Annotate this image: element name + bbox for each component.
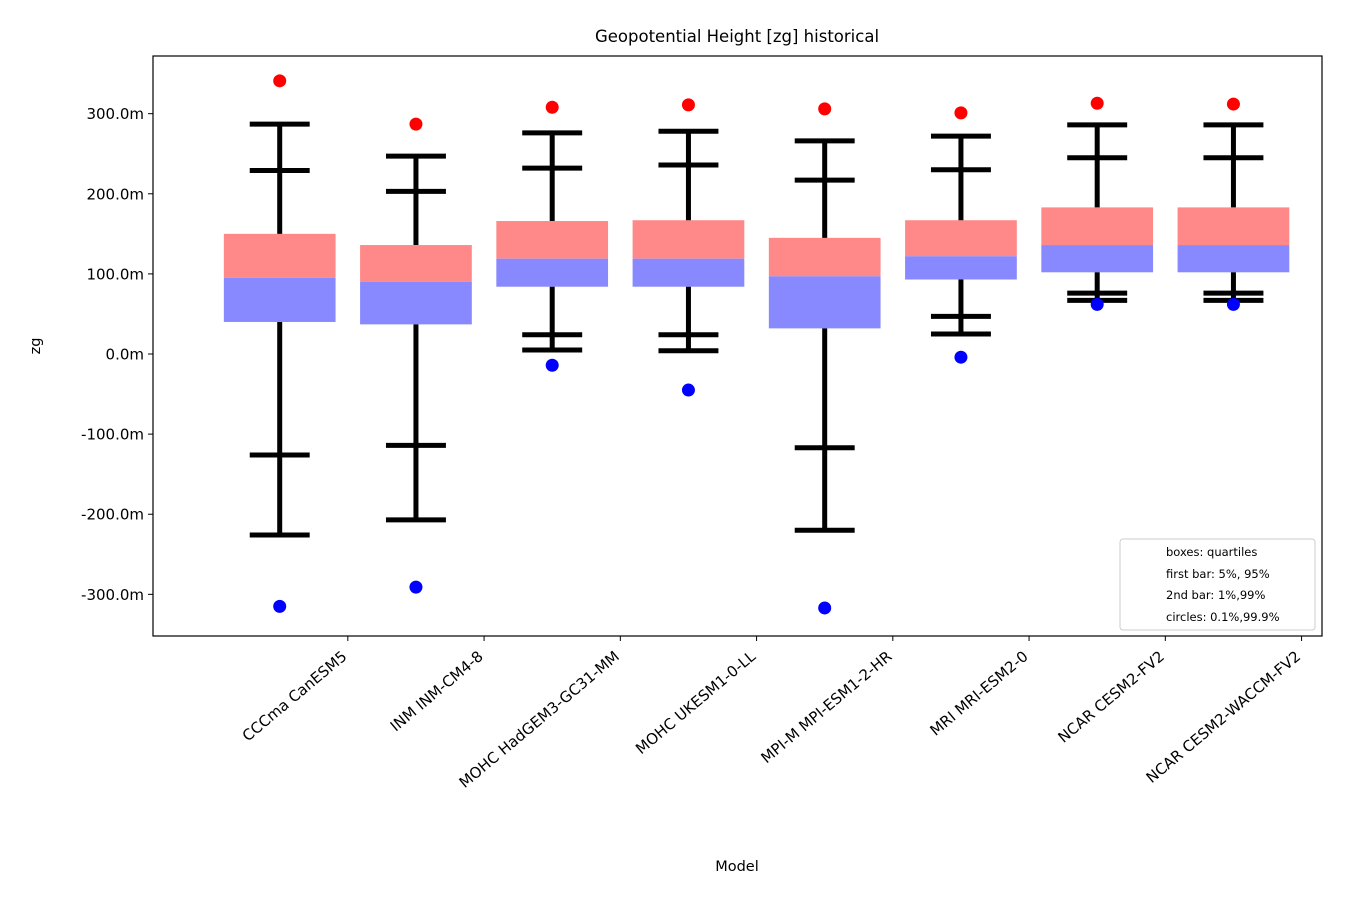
0-1-percentile-point — [273, 599, 287, 613]
99-9-percentile-point — [409, 117, 423, 131]
99-9-percentile-point — [273, 74, 287, 88]
x-tick-label: MOHC UKESM1-0-LL — [632, 647, 759, 758]
model-box-group — [1177, 97, 1290, 311]
0-1-percentile-point — [1226, 297, 1240, 311]
lower-quartile-box — [496, 258, 609, 287]
x-tick-label: MOHC HadGEM3-GC31-MM — [456, 647, 623, 791]
legend-entry: first bar: 5%, 95% — [1166, 567, 1270, 581]
99-9-percentile-point — [818, 102, 832, 116]
upper-quartile-box — [1177, 207, 1290, 246]
legend-entry: circles: 0.1%,99.9% — [1166, 610, 1280, 624]
lower-quartile-box — [360, 281, 472, 325]
lower-quartile-box — [1177, 245, 1290, 273]
0-1-percentile-point — [818, 601, 832, 615]
99-9-percentile-point — [1226, 97, 1240, 111]
y-axis-label: zg — [28, 338, 44, 355]
chart-title: Geopotential Height [zg] historical — [595, 27, 879, 46]
model-box-group — [1041, 96, 1154, 311]
0-1-percentile-point — [409, 580, 423, 594]
x-tick-label: NCAR CESM2-WACCM-FV2 — [1143, 647, 1304, 787]
lower-quartile-box — [632, 258, 745, 287]
upper-quartile-box — [1041, 207, 1154, 246]
lower-quartile-box — [1041, 245, 1154, 273]
y-tick-label: -100.0m — [81, 426, 144, 444]
upper-quartile-box — [223, 233, 336, 278]
model-box-group — [496, 100, 609, 372]
legend-box — [1119, 538, 1316, 631]
99-9-percentile-point — [954, 106, 968, 120]
legend: boxes: quartiles first bar: 5%, 95% 2nd … — [1119, 538, 1316, 631]
0-1-percentile-point — [545, 358, 559, 372]
99-9-percentile-point — [681, 98, 695, 112]
upper-quartile-box — [768, 237, 881, 277]
upper-quartile-box — [632, 220, 745, 259]
y-tick-label: 100.0m — [86, 265, 144, 283]
model-box-group — [905, 106, 1017, 364]
model-box-group — [223, 74, 336, 613]
upper-quartile-box — [905, 220, 1017, 257]
model-box-group — [360, 117, 472, 594]
lower-quartile-box — [768, 276, 881, 329]
x-axis-label: Model — [715, 859, 759, 875]
x-tick-label: NCAR CESM2-FV2 — [1054, 647, 1167, 746]
axes-frame — [152, 55, 1323, 637]
99-9-percentile-point — [1090, 96, 1104, 110]
y-tick-label: -200.0m — [81, 506, 144, 524]
0-1-percentile-point — [1090, 297, 1104, 311]
x-tick-label: MRI MRI-ESM2-0 — [926, 647, 1031, 739]
model-box-group — [632, 98, 745, 397]
legend-entry: boxes: quartiles — [1166, 545, 1257, 559]
legend-entry: 2nd bar: 1%,99% — [1166, 588, 1265, 602]
upper-quartile-box — [360, 245, 472, 282]
upper-quartile-box — [496, 221, 609, 259]
x-tick-label: MPI-M MPI-ESM1-2-HR — [757, 647, 895, 767]
y-tick-label: -300.0m — [81, 586, 144, 604]
99-9-percentile-point — [545, 100, 559, 114]
0-1-percentile-point — [681, 383, 695, 397]
x-tick-label: INM INM-CM4-8 — [387, 647, 487, 735]
y-tick-label: 0.0m — [106, 346, 144, 364]
y-tick-label: 300.0m — [86, 105, 144, 123]
lower-quartile-box — [223, 277, 336, 322]
model-box-group — [768, 102, 881, 615]
y-tick-label: 200.0m — [86, 185, 144, 203]
y-axis: -300.0m -200.0m -100.0m 0.0m 100.0m 200.0m 300… — [81, 105, 153, 604]
x-tick-label: CCCma CanESM5 — [239, 647, 351, 745]
0-1-percentile-point — [954, 350, 968, 364]
lower-quartile-box — [905, 256, 1017, 280]
plot-area — [223, 74, 1290, 615]
